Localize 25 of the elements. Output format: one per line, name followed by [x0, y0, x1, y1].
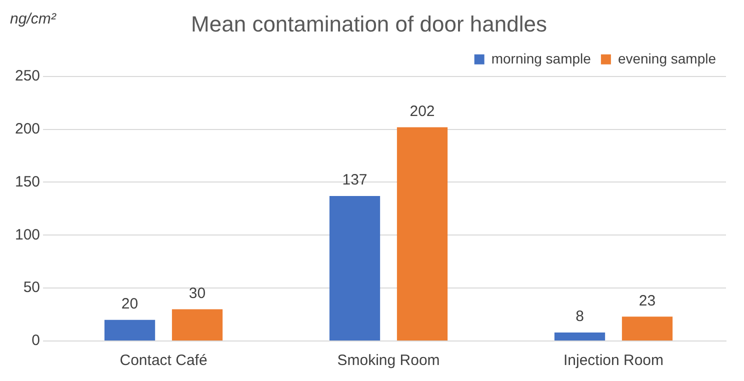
bar	[329, 196, 380, 340]
bar	[396, 127, 448, 340]
y-tick-label: 0	[32, 332, 40, 350]
bar	[172, 309, 223, 340]
data-label: 137	[342, 172, 368, 189]
x-tick-label: Contact Café	[120, 352, 208, 370]
data-label: 20	[121, 295, 138, 312]
data-label: 23	[638, 292, 656, 310]
chart-title: Mean contamination of door handles	[191, 11, 547, 36]
bar	[622, 316, 673, 340]
y-axis-title: ng/cm²	[10, 10, 57, 28]
legend-label: morning sample	[491, 50, 592, 66]
data-label: 30	[188, 284, 206, 302]
bar	[104, 320, 156, 340]
y-tick-label: 200	[14, 120, 40, 138]
y-tick-label: 100	[14, 226, 40, 244]
y-tick-label: 150	[14, 173, 40, 190]
y-tick-label: 50	[23, 279, 40, 296]
data-label: 202	[410, 102, 435, 120]
x-tick-label: Injection Room	[563, 352, 664, 370]
legend-label: evening sample	[618, 50, 716, 66]
data-label: 8	[576, 308, 584, 326]
x-tick-label: Smoking Room	[337, 352, 440, 370]
y-tick-label: 250	[14, 68, 40, 85]
bar	[554, 332, 606, 340]
